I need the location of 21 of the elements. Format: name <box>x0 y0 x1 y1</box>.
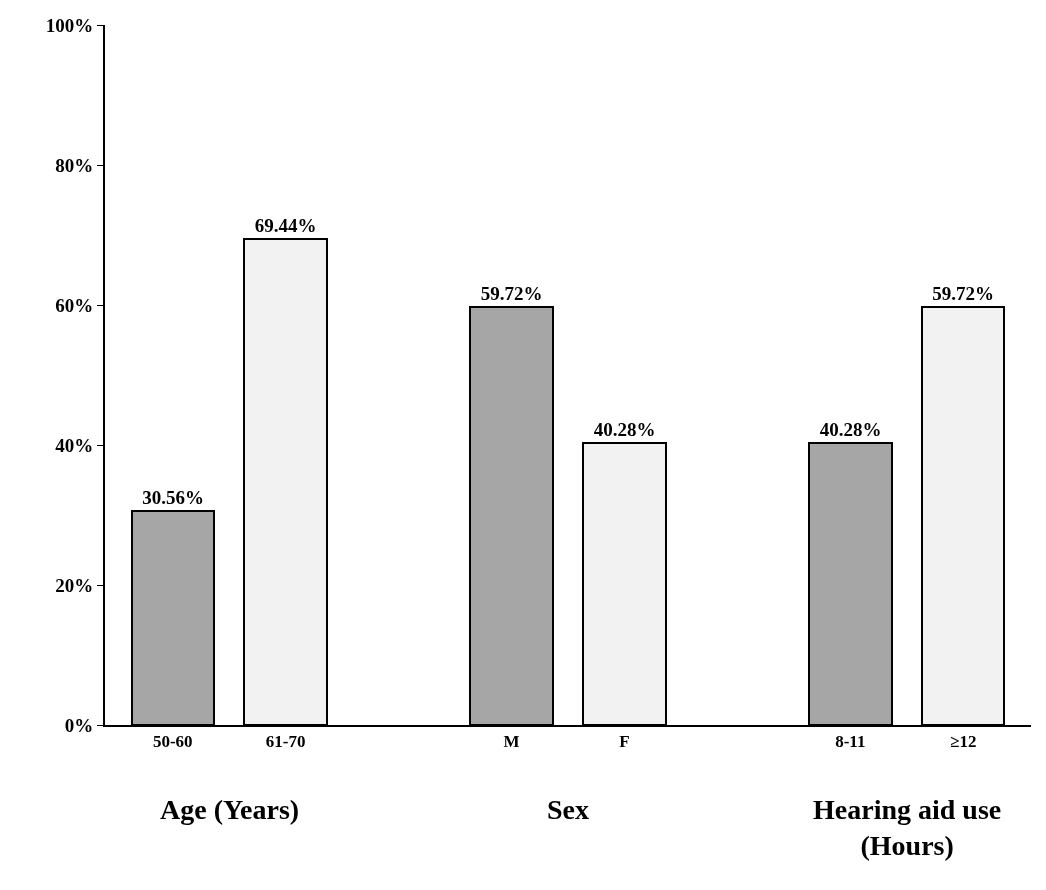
text: Age (Years) <box>160 794 300 825</box>
y-tick-label: 100% <box>45 14 94 36</box>
data-label: 59.72% <box>932 283 994 304</box>
y-tick-label: 40% <box>55 434 94 456</box>
y-tick-label: 0% <box>64 714 94 736</box>
text: Hearing aid use (Hours) <box>813 794 1002 862</box>
data-label: 40.28% <box>819 419 882 440</box>
data-label: 59.72% <box>480 283 543 304</box>
y-tick-label: 80% <box>55 154 94 176</box>
x-tick-label: ≥12 <box>950 732 977 752</box>
y-tick-label: 20% <box>55 574 94 596</box>
text: Sex <box>547 794 589 825</box>
y-tick-label: 60% <box>55 294 94 316</box>
x-tick-label: 61-70 <box>265 732 306 752</box>
x-tick-label: 50-60 <box>152 732 193 752</box>
data-label: 69.44% <box>254 215 317 236</box>
x-tick-label: F <box>619 732 630 752</box>
data-label: 30.56% <box>142 487 204 508</box>
x-tick-label: M <box>503 732 520 752</box>
data-label: 40.28% <box>593 419 656 440</box>
x-tick-label: 8-11 <box>835 732 866 752</box>
